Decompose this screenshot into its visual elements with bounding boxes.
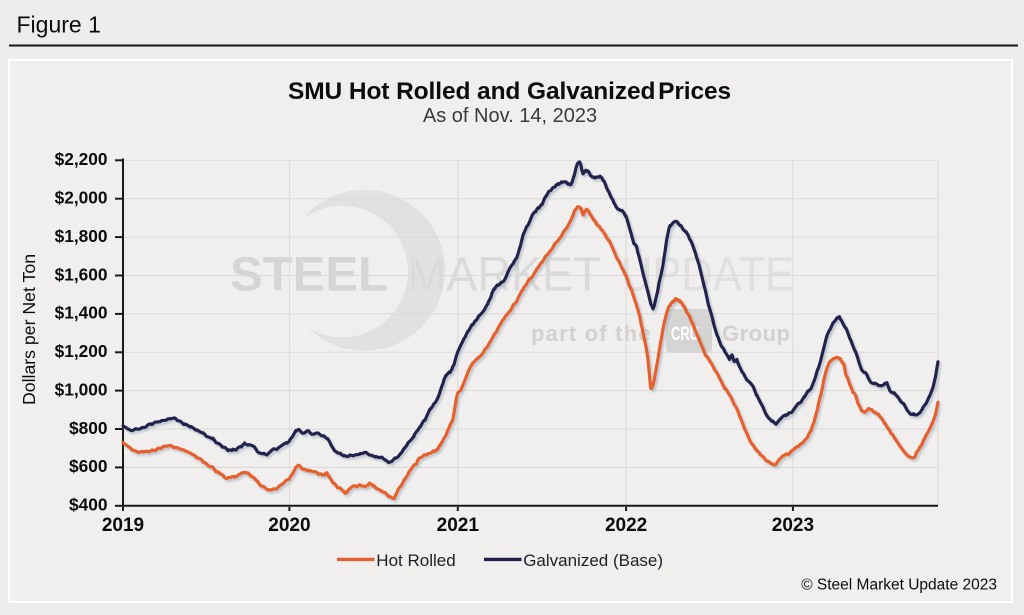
svg-text:part of the: part of the bbox=[531, 321, 652, 346]
svg-text:SMU Hot Rolled and Galvanized: SMU Hot Rolled and Galvanized Prices bbox=[288, 78, 731, 105]
svg-text:Group: Group bbox=[722, 321, 791, 346]
svg-text:$1,400: $1,400 bbox=[55, 303, 108, 323]
svg-text:Figure 1: Figure 1 bbox=[17, 11, 101, 37]
svg-text:$600: $600 bbox=[69, 456, 107, 476]
svg-text:$1,200: $1,200 bbox=[55, 341, 108, 361]
svg-text:$2,200: $2,200 bbox=[55, 149, 108, 169]
svg-text:Dollars per Net Ton: Dollars per Net Ton bbox=[19, 254, 39, 405]
svg-text:2020: 2020 bbox=[268, 515, 310, 536]
svg-text:CRU: CRU bbox=[671, 324, 699, 345]
svg-text:© Steel Market Update 2023: © Steel Market Update 2023 bbox=[801, 577, 997, 594]
svg-text:$1,800: $1,800 bbox=[55, 226, 108, 246]
svg-text:As of Nov. 14, 2023: As of Nov. 14, 2023 bbox=[423, 105, 597, 127]
svg-text:2019: 2019 bbox=[102, 515, 144, 536]
svg-text:Galvanized (Base): Galvanized (Base) bbox=[523, 551, 663, 570]
svg-text:2021: 2021 bbox=[437, 515, 480, 536]
svg-text:$800: $800 bbox=[69, 418, 107, 438]
svg-text:$2,000: $2,000 bbox=[55, 188, 108, 208]
svg-text:$400: $400 bbox=[69, 495, 107, 515]
svg-text:$1,000: $1,000 bbox=[55, 379, 108, 399]
svg-text:$1,600: $1,600 bbox=[55, 264, 108, 284]
svg-text:Hot Rolled: Hot Rolled bbox=[376, 551, 455, 570]
svg-text:2022: 2022 bbox=[605, 515, 647, 536]
svg-text:2023: 2023 bbox=[772, 515, 814, 536]
